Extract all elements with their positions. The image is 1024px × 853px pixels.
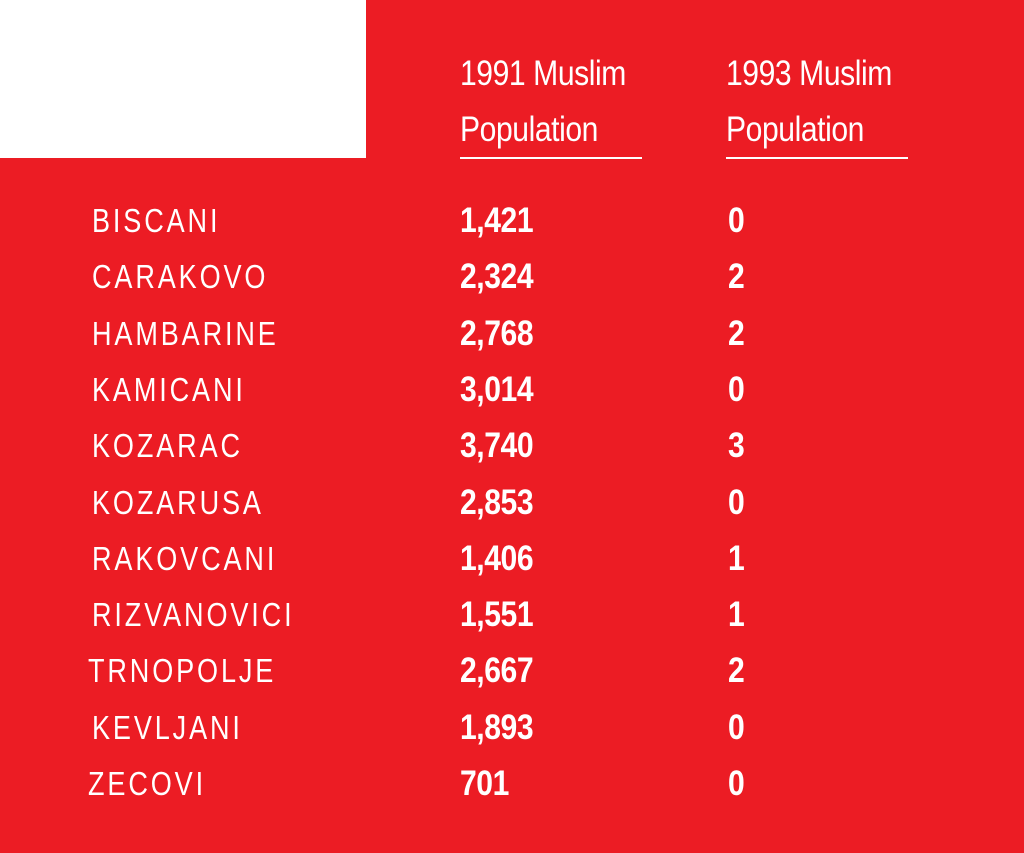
header-1993-rule <box>726 157 908 159</box>
row-1993-value: 0 <box>728 483 745 522</box>
row-1993-value: 3 <box>728 426 745 465</box>
row-1993-value: 1 <box>728 595 745 634</box>
row-1991-value: 3,014 <box>460 370 534 409</box>
header-1991-line2: Population <box>460 110 598 149</box>
header-1991: 1991 Muslim Population <box>460 46 626 158</box>
row-1993-value: 0 <box>728 764 745 803</box>
row-name: KOZARAC <box>92 427 243 464</box>
row-1993-value: 2 <box>728 314 745 353</box>
row-name: CARAKOVO <box>92 258 269 295</box>
row-1991-value: 2,324 <box>460 257 534 296</box>
row-name: KAMICANI <box>92 371 246 408</box>
header-1993: 1993 Muslim Population <box>726 46 892 158</box>
row-name: HAMBARINE <box>92 315 279 352</box>
row-1991-value: 1,893 <box>460 708 534 747</box>
row-1991-value: 1,421 <box>460 201 534 240</box>
row-1993-value: 2 <box>728 651 745 690</box>
header-1993-line2: Population <box>726 110 864 149</box>
row-1993-value: 0 <box>728 370 745 409</box>
row-1991-value: 3,740 <box>460 426 534 465</box>
row-1991-value: 2,768 <box>460 314 534 353</box>
row-name: TRNOPOLJE <box>88 652 277 689</box>
row-name: ZECOVI <box>88 765 206 802</box>
row-1991-value: 701 <box>460 764 509 803</box>
row-1991-value: 1,406 <box>460 539 534 578</box>
row-name: KOZARUSA <box>92 484 264 521</box>
header-1991-rule <box>460 157 642 159</box>
row-1991-value: 2,667 <box>460 651 534 690</box>
row-1993-value: 2 <box>728 257 745 296</box>
row-1991-value: 1,551 <box>460 595 534 634</box>
row-1993-value: 0 <box>728 708 745 747</box>
row-1993-value: 0 <box>728 201 745 240</box>
row-name: KEVLJANI <box>92 709 243 746</box>
row-1991-value: 2,853 <box>460 483 534 522</box>
corner-block <box>0 0 366 158</box>
row-name: BISCANI <box>92 202 221 239</box>
row-name: RIZVANOVICI <box>92 596 295 633</box>
header-1993-line1: 1993 Muslim <box>726 54 892 93</box>
row-1993-value: 1 <box>728 539 745 578</box>
header-1991-line1: 1991 Muslim <box>460 54 626 93</box>
row-name: RAKOVCANI <box>92 540 278 577</box>
